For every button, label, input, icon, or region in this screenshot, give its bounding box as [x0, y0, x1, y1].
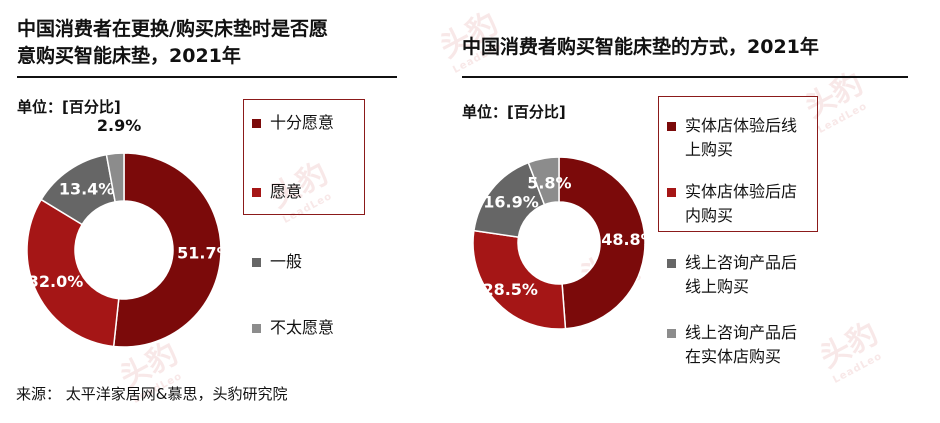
left-unit-label: 单位：[百分比] [17, 98, 121, 116]
left-legend-item-1: 愿意 [252, 180, 302, 204]
left-legend-label-2: 一般 [270, 252, 303, 271]
left-legend-swatch-2 [252, 258, 261, 267]
left-legend-label-0: 十分愿意 [270, 113, 335, 132]
left-chart-title: 中国消费者在更换/购买床垫时是否愿 意购买智能床垫，2021年 [17, 16, 328, 70]
left-chart-panel: 中国消费者在更换/购买床垫时是否愿 意购买智能床垫，2021年 单位：[百分比]… [0, 0, 460, 423]
left-legend-swatch-0 [252, 119, 261, 128]
left-legend-item-2: 一般 [252, 250, 302, 274]
right-legend-swatch-2 [667, 259, 676, 268]
right-legend-item-2: 线上咨询产品后 线上购买 [667, 251, 797, 299]
right-legend-label-3: 线上咨询产品后 在实体店购买 [685, 323, 798, 366]
right-legend-item-1: 实体店体验后店 内购买 [667, 180, 797, 228]
right-legend-swatch-0 [667, 122, 676, 131]
right-data-label-1: 28.5% [482, 280, 538, 299]
right-title-rule [462, 76, 908, 78]
right-legend-swatch-1 [667, 188, 676, 197]
left-data-label-3: 2.9% [97, 116, 141, 135]
right-unit-label: 单位：[百分比] [462, 103, 566, 121]
source-note: 来源： 太平洋家居网&慕思，头豹研究院 [16, 385, 288, 403]
left-legend-swatch-1 [252, 188, 261, 197]
left-title-rule [17, 76, 397, 78]
right-legend-highlight-box [658, 96, 818, 232]
left-legend-label-3: 不太愿意 [270, 318, 335, 337]
left-slice-3 [105, 152, 125, 203]
left-data-label-0: 51.7% [177, 243, 233, 262]
right-legend-label-2: 线上咨询产品后 线上购买 [685, 253, 798, 296]
right-legend-item-3: 线上咨询产品后 在实体店购买 [667, 321, 797, 369]
right-slice-1 [472, 229, 567, 330]
left-title-line2: 意购买智能床垫，2021年 [17, 45, 241, 67]
right-chart-title: 中国消费者购买智能床垫的方式，2021年 [462, 36, 819, 58]
right-chart-panel: 中国消费者购买智能床垫的方式，2021年 单位：[百分比] 48.8% 28.5%… [462, 0, 940, 423]
right-donut-chart: 48.8% 28.5% 16.9%5.8% [472, 156, 657, 330]
right-legend-item-0: 实体店体验后线 上购买 [667, 114, 797, 162]
right-data-label-2: 16.9% [483, 192, 539, 211]
left-title-line1: 中国消费者在更换/购买床垫时是否愿 [17, 18, 328, 40]
right-legend-label-1: 实体店体验后店 内购买 [685, 182, 798, 225]
right-data-label-0: 48.8% [601, 230, 657, 249]
left-donut-chart: 51.7% 32.0% 13.4% 2.9% [26, 116, 233, 348]
right-data-label-3: 5.8% [527, 174, 571, 193]
right-slice-3 [527, 156, 560, 206]
right-legend-label-0: 实体店体验后线 上购买 [685, 116, 798, 159]
left-legend-item-3: 不太愿意 [252, 316, 334, 340]
left-slice-0 [112, 152, 222, 348]
left-legend-swatch-3 [252, 324, 261, 333]
left-data-label-1: 32.0% [28, 272, 84, 291]
left-legend-item-0: 十分愿意 [252, 111, 334, 135]
left-legend-highlight-box [243, 99, 365, 215]
right-legend-swatch-3 [667, 329, 676, 338]
right-slice-0 [558, 156, 646, 330]
left-legend-label-1: 愿意 [270, 182, 303, 201]
left-slice-1 [26, 198, 120, 348]
left-data-label-2: 13.4% [59, 179, 115, 198]
